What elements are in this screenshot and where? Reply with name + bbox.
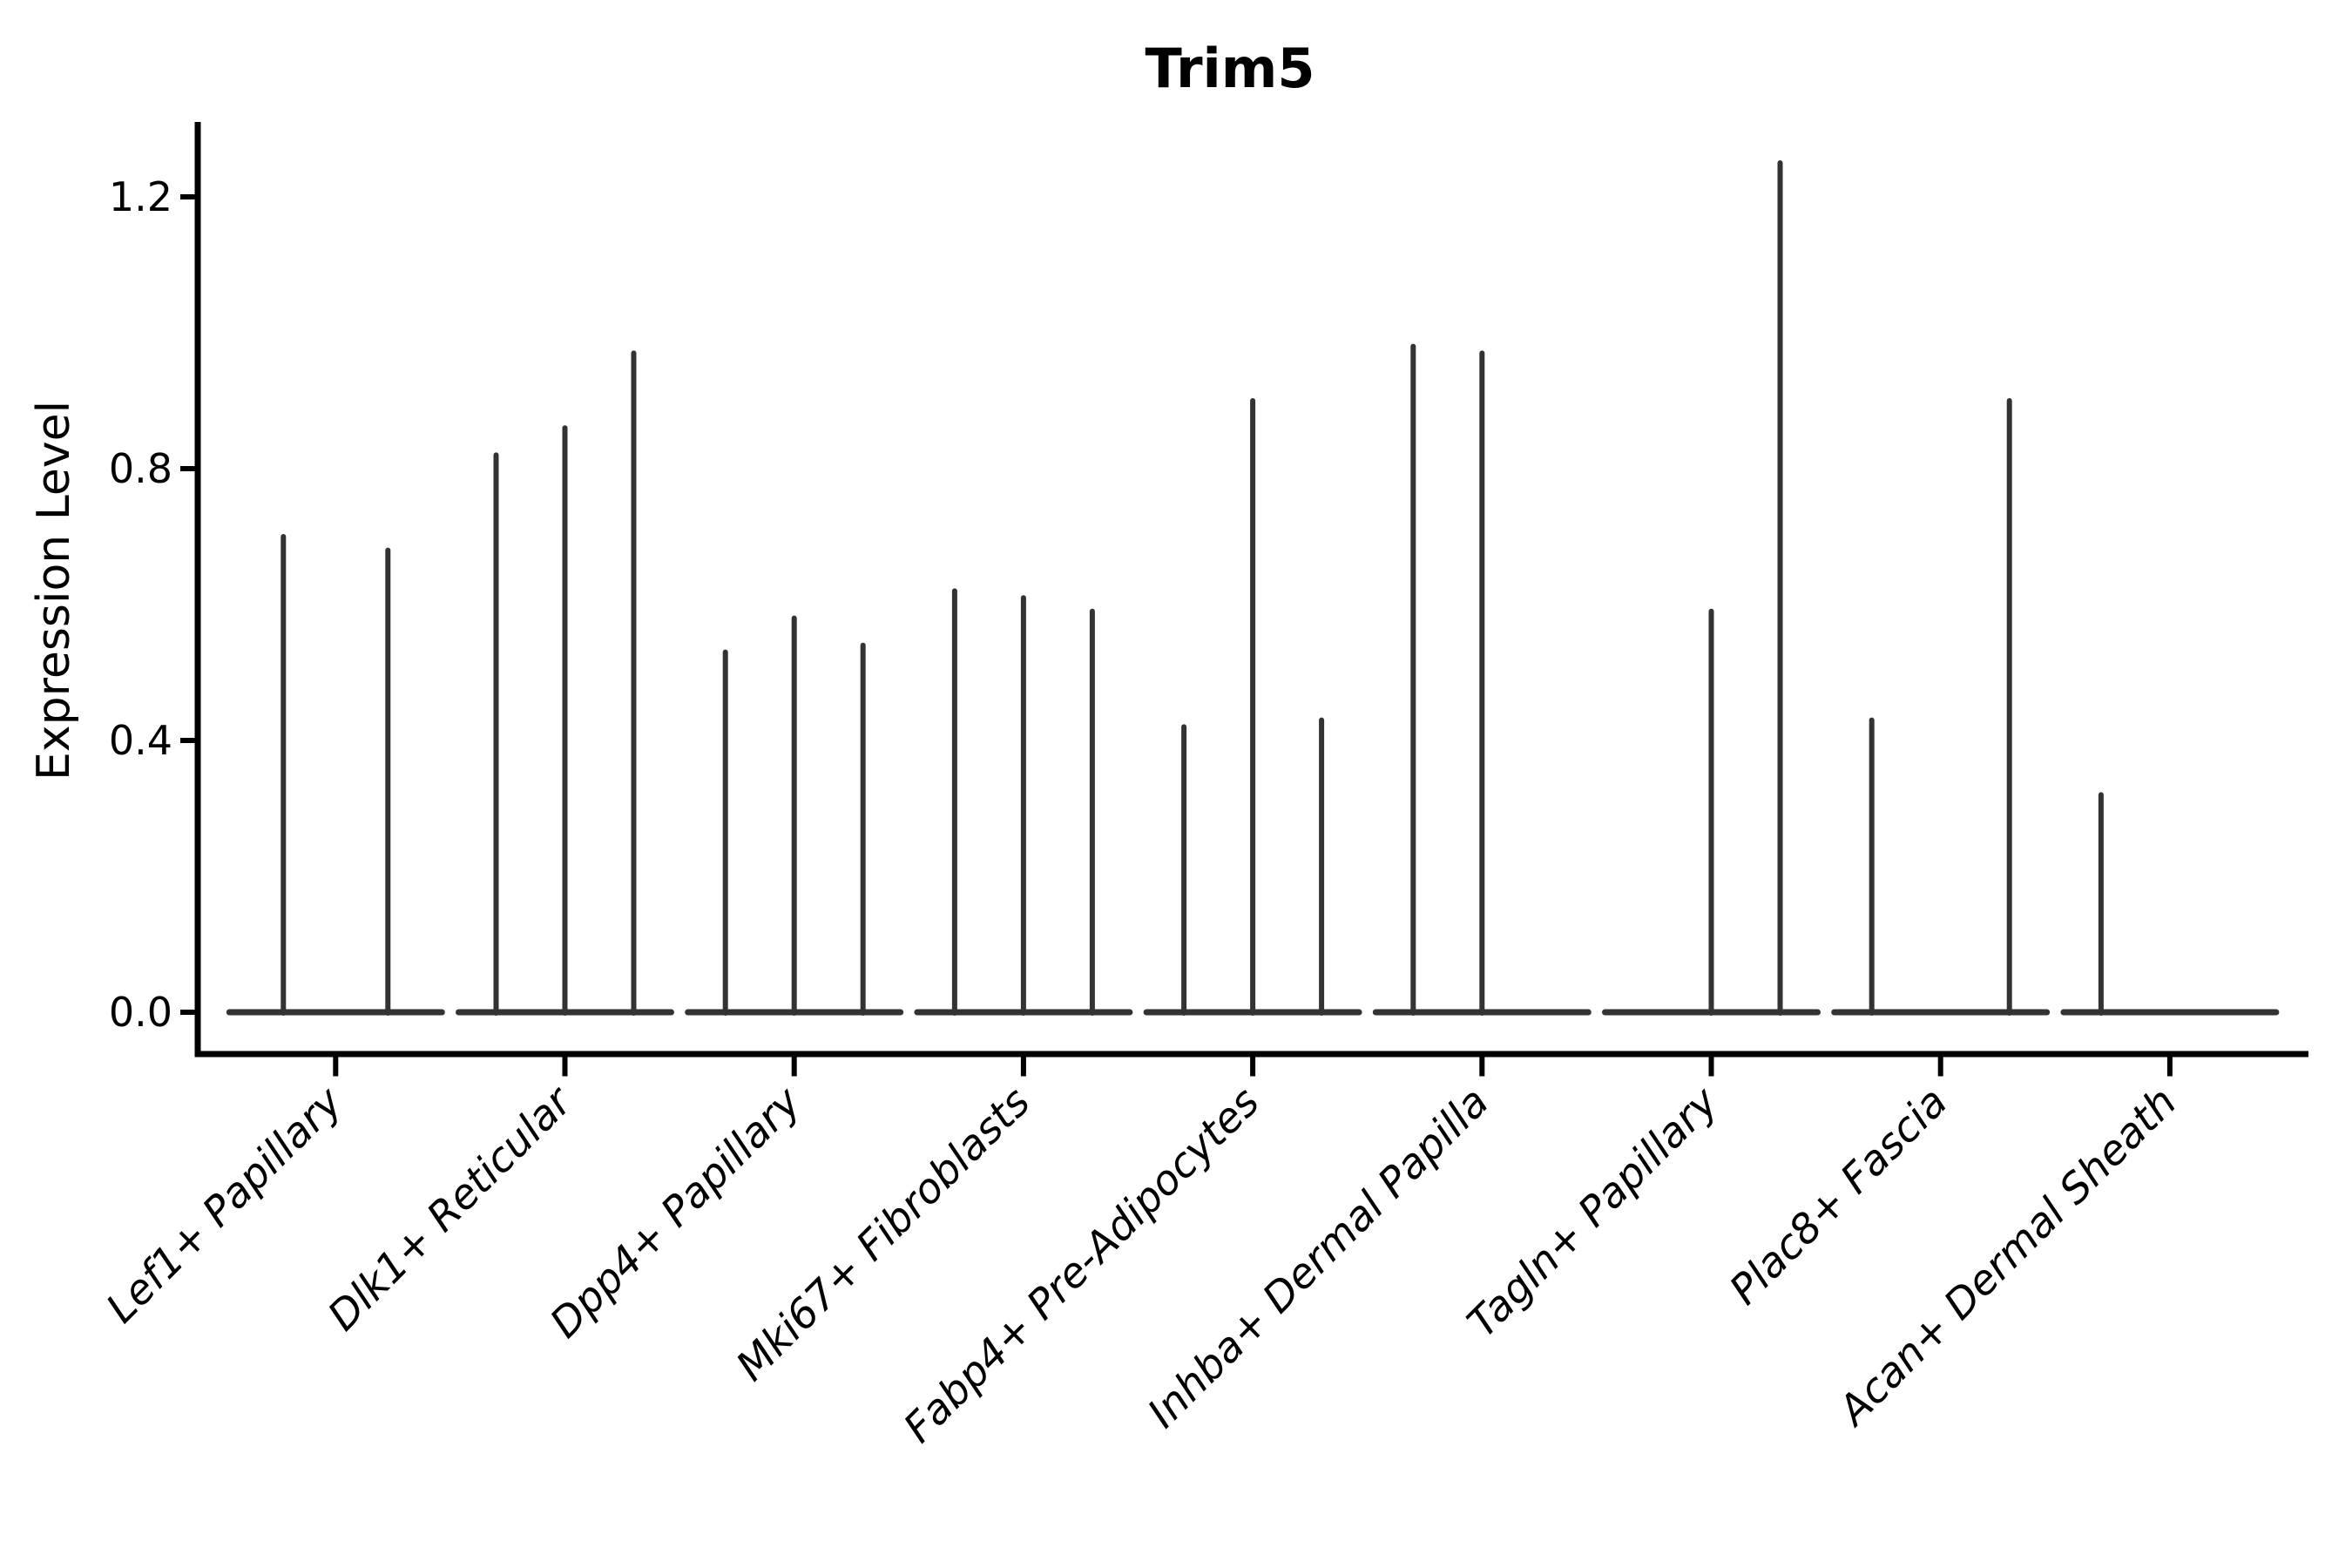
x-tick-label: Plac8+ Fascia: [1720, 1078, 1957, 1315]
y-tick-label: 0.4: [109, 717, 172, 764]
x-tick-label: Dpp4+ Papillary: [541, 1078, 811, 1348]
chart-title: Trim5: [1145, 37, 1315, 100]
x-tick-label: Lef1+ Papillary: [98, 1078, 353, 1333]
y-tick-label: 0.0: [109, 989, 172, 1036]
y-tick-label: 1.2: [109, 173, 172, 220]
x-tick-label: Dlk1+ Reticular: [319, 1077, 583, 1341]
y-tick-label: 0.8: [109, 445, 172, 492]
y-axis-title: Expression Level: [28, 400, 80, 781]
x-tick-label: Tagln+ Papillary: [1458, 1078, 1728, 1348]
